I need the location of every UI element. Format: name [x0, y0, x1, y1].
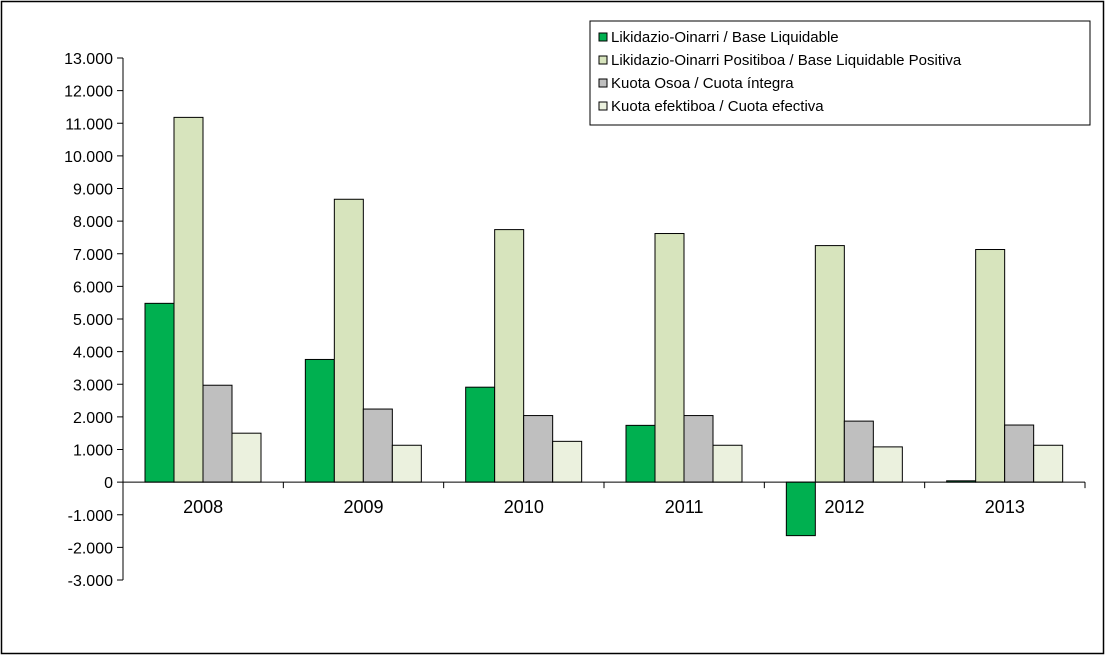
bar-2013-series-3 — [1004, 424, 1035, 483]
bar-2008-series-1 — [144, 302, 175, 483]
bar-2013-series-4 — [1033, 444, 1064, 483]
bar-2009-series-1 — [304, 358, 335, 483]
x-tick-label: 2011 — [665, 497, 704, 517]
bar-2008-series-2 — [173, 116, 204, 483]
legend-swatch — [598, 32, 608, 42]
bar-2011-series-1 — [625, 424, 656, 483]
bar-2009-series-4 — [391, 444, 422, 483]
legend-label: Likidazio-Oinarri Positiboa / Base Liqui… — [611, 52, 962, 69]
y-tick-label: 5.000 — [73, 312, 113, 329]
bar-2012-series-4 — [872, 446, 903, 483]
legend-box — [589, 20, 1091, 126]
y-tick-label: 1.000 — [73, 443, 113, 460]
axes-group — [117, 57, 1086, 581]
bar-2011-series-4 — [712, 444, 743, 483]
y-tick-label: 3.000 — [73, 377, 113, 394]
x-tick-labels: 2008 2009 2010 2011 2012 2013 — [183, 497, 1025, 517]
bar-2010-series-1 — [465, 386, 496, 483]
legend-label: Likidazio-Oinarri / Base Liquidable — [611, 29, 839, 46]
bar-2012-series-2 — [814, 245, 845, 483]
bar-2010-series-3 — [523, 415, 554, 483]
bar-2010-series-4 — [552, 440, 583, 483]
bar-2010-series-2 — [494, 229, 525, 483]
legend-label: Kuota Osoa / Cuota íntegra — [611, 75, 794, 92]
y-tick-label: -2.000 — [68, 540, 113, 557]
x-tick-label: 2012 — [824, 497, 864, 517]
bar-2012-series-3 — [843, 420, 874, 483]
legend: Likidazio-Oinarri / Base Liquidable Likid… — [589, 20, 1091, 126]
bar-2009-series-3 — [362, 408, 393, 483]
y-tick-label: 10.000 — [64, 149, 113, 166]
y-tick-label: 12.000 — [64, 84, 113, 101]
bar-2008-series-4 — [231, 432, 262, 483]
x-tick-label: 2013 — [985, 497, 1025, 517]
y-tick-label: 2.000 — [73, 410, 113, 427]
y-tick-label: -1.000 — [68, 508, 113, 525]
x-tick-label: 2008 — [183, 497, 223, 517]
bar-2012-series-1 — [785, 481, 816, 537]
legend-swatch — [598, 78, 608, 88]
y-tick-labels: 13.000 12.000 11.000 10.000 9.000 8.000 7.000 6… — [64, 51, 113, 590]
bar-2011-series-2 — [654, 233, 685, 483]
y-tick-label: 7.000 — [73, 247, 113, 264]
x-tick-label: 2009 — [343, 497, 383, 517]
bars-group — [144, 116, 1064, 537]
bar-2009-series-2 — [333, 198, 364, 483]
y-tick-label: -3.000 — [68, 573, 113, 590]
legend-swatch — [598, 101, 608, 111]
y-tick-label: 0 — [104, 475, 113, 492]
legend-swatch — [598, 55, 608, 65]
y-tick-label: 6.000 — [73, 279, 113, 296]
y-tick-label: 9.000 — [73, 182, 113, 199]
y-tick-label: 11.000 — [65, 116, 113, 133]
legend-label: Kuota efektiboa / Cuota efectiva — [611, 98, 824, 115]
bar-2013-series-2 — [975, 249, 1006, 483]
y-tick-label: 4.000 — [73, 345, 113, 362]
x-tick-label: 2010 — [504, 497, 544, 517]
bar-2011-series-3 — [683, 415, 714, 483]
y-tick-label: 13.000 — [64, 51, 113, 68]
bar-2008-series-3 — [202, 384, 233, 483]
y-tick-label: 8.000 — [73, 214, 113, 231]
